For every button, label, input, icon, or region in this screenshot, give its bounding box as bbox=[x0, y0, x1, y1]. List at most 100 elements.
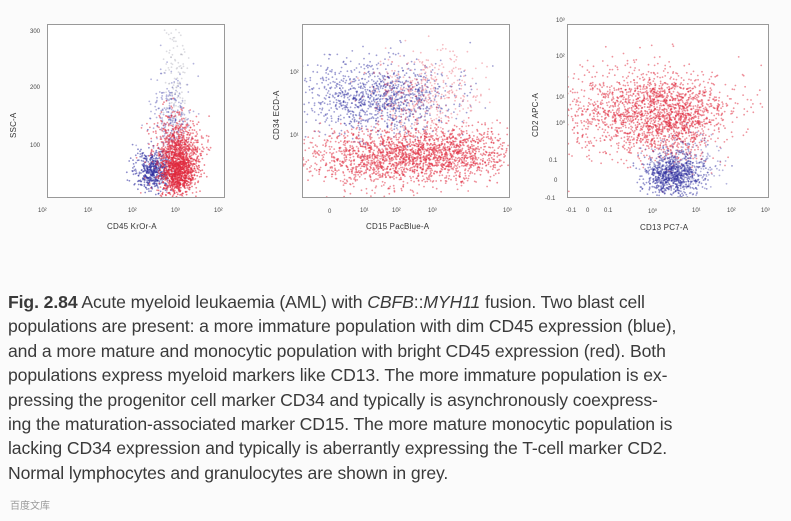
event-dot bbox=[418, 90, 421, 93]
event-dot bbox=[191, 137, 194, 140]
event-dot bbox=[331, 76, 334, 79]
event-dot bbox=[201, 143, 203, 146]
event-dot bbox=[161, 95, 164, 97]
event-dot bbox=[148, 146, 150, 149]
event-dot bbox=[437, 91, 439, 93]
event-dot bbox=[402, 69, 404, 72]
event-dot bbox=[384, 181, 386, 184]
event-dot bbox=[449, 50, 451, 53]
event-dot bbox=[403, 122, 406, 124]
event-dot bbox=[395, 87, 398, 89]
event-dot bbox=[455, 179, 457, 182]
event-dot bbox=[348, 95, 351, 98]
event-dot bbox=[175, 185, 177, 188]
event-dot bbox=[178, 126, 181, 128]
event-dot bbox=[413, 100, 416, 103]
event-dot bbox=[317, 130, 320, 132]
event-dot bbox=[379, 100, 382, 103]
event-dot bbox=[193, 183, 196, 186]
event-dot bbox=[401, 67, 403, 69]
event-dot bbox=[459, 75, 462, 78]
event-dot bbox=[330, 120, 333, 122]
event-dot bbox=[393, 94, 396, 96]
event-dot bbox=[462, 94, 465, 97]
event-dot bbox=[194, 171, 197, 174]
event-dot bbox=[196, 141, 199, 144]
event-dot bbox=[150, 180, 153, 182]
event-dot bbox=[434, 159, 437, 162]
event-dot bbox=[404, 117, 407, 120]
event-dot bbox=[169, 156, 171, 159]
event-dot bbox=[171, 185, 174, 188]
event-dot bbox=[479, 153, 482, 156]
event-dot bbox=[358, 63, 361, 65]
event-dot bbox=[367, 104, 370, 107]
event-dot bbox=[367, 71, 370, 74]
event-dot bbox=[332, 101, 335, 104]
event-dot bbox=[376, 162, 379, 164]
event-dot bbox=[182, 175, 185, 177]
event-dot bbox=[418, 60, 421, 63]
event-dot bbox=[465, 125, 468, 128]
event-dot bbox=[322, 144, 324, 146]
event-dot bbox=[147, 188, 150, 190]
event-dot bbox=[145, 157, 148, 160]
event-dot bbox=[181, 101, 184, 103]
event-dot bbox=[389, 97, 392, 99]
event-dot bbox=[144, 164, 147, 167]
event-dot bbox=[382, 92, 385, 95]
event-dot bbox=[366, 119, 369, 122]
event-dot bbox=[188, 111, 191, 114]
event-dot bbox=[357, 83, 360, 86]
event-dot bbox=[174, 98, 176, 100]
event-dot bbox=[451, 158, 454, 161]
event-dot bbox=[359, 115, 362, 118]
event-dot bbox=[367, 76, 370, 78]
event-dot bbox=[408, 104, 411, 107]
event-dot bbox=[432, 95, 434, 97]
event-dot bbox=[359, 92, 362, 94]
event-dot bbox=[432, 129, 435, 132]
event-dot bbox=[346, 103, 348, 106]
event-dot bbox=[450, 72, 453, 75]
event-dot bbox=[405, 80, 407, 83]
event-dot bbox=[166, 170, 169, 173]
event-dot bbox=[197, 160, 200, 162]
event-dot bbox=[372, 92, 375, 95]
event-dot bbox=[151, 153, 154, 156]
event-dot bbox=[160, 181, 163, 184]
event-dot bbox=[453, 103, 455, 106]
event-dot bbox=[174, 181, 177, 184]
event-dot bbox=[330, 70, 333, 73]
event-dot bbox=[391, 99, 394, 101]
event-dot bbox=[435, 78, 438, 81]
event-dot bbox=[395, 84, 397, 87]
event-dot bbox=[173, 102, 175, 105]
event-dot bbox=[379, 142, 381, 145]
event-dot bbox=[400, 41, 402, 44]
event-dot bbox=[344, 148, 347, 151]
event-dot bbox=[390, 103, 393, 106]
event-dot bbox=[428, 98, 431, 100]
event-dot bbox=[179, 153, 182, 156]
event-dot bbox=[311, 152, 314, 155]
event-dot bbox=[430, 117, 432, 120]
event-dot bbox=[476, 95, 478, 97]
event-dot bbox=[148, 190, 150, 193]
scatter-cd45-ssc bbox=[125, 28, 212, 197]
event-dot bbox=[174, 151, 177, 153]
event-dot bbox=[400, 96, 403, 99]
event-dot bbox=[178, 169, 181, 171]
event-dot bbox=[350, 121, 353, 123]
event-dot bbox=[362, 142, 365, 144]
event-dot bbox=[447, 96, 450, 99]
event-dot bbox=[455, 167, 457, 170]
event-dot bbox=[437, 106, 440, 109]
event-dot bbox=[376, 133, 379, 136]
event-dot bbox=[381, 148, 384, 150]
event-dot bbox=[136, 159, 139, 162]
event-dot bbox=[137, 179, 140, 182]
event-dot bbox=[304, 77, 307, 80]
event-dot bbox=[178, 72, 181, 75]
event-dot bbox=[401, 125, 404, 128]
